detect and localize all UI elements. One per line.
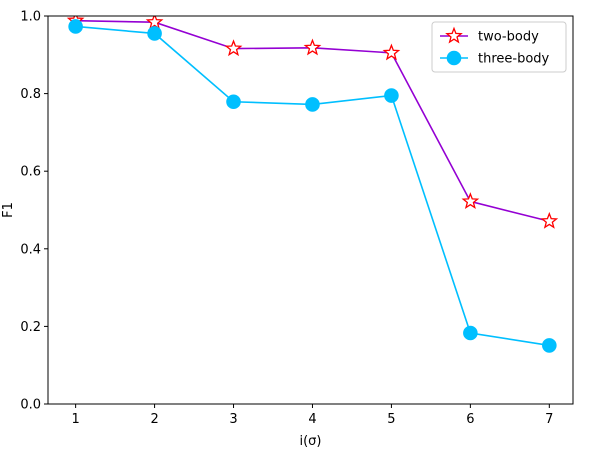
x-tick-label: 3 [229, 412, 237, 427]
data-point-star [461, 192, 480, 210]
y-tick-label: 0.4 [20, 242, 41, 257]
data-point-circle [542, 338, 557, 353]
series-three-body [68, 19, 557, 353]
x-axis-title: i(σ) [300, 434, 322, 449]
y-tick-label: 0.6 [20, 165, 41, 180]
legend-label-two-body: two-body [478, 30, 539, 45]
legend-label-three-body: three-body [478, 52, 550, 67]
data-point-star [224, 39, 243, 57]
legend: two-body three-body [431, 21, 567, 73]
data-point-star [145, 16, 164, 30]
legend-entry-two-body: two-body [440, 26, 539, 45]
y-tick-label: 0.2 [20, 320, 41, 335]
axes-frame [47, 15, 574, 405]
data-point-circle [68, 19, 83, 34]
series-two-body [66, 16, 559, 229]
legend-circle-marker [446, 50, 462, 66]
data-point-circle [384, 88, 399, 103]
data-point-circle [305, 97, 320, 112]
data-point-star [382, 43, 401, 61]
data-point-circle [463, 325, 478, 341]
x-tick-label: 5 [387, 412, 395, 427]
legend-entry-three-body: three-body [440, 50, 550, 67]
legend-star-marker [445, 26, 463, 44]
x-tick-label: 1 [71, 412, 79, 427]
series-layer [66, 16, 559, 353]
x-tick-label: 4 [308, 412, 316, 427]
x-tick-label: 7 [545, 412, 553, 427]
y-tick-label: 0.0 [20, 398, 41, 413]
series-line-three-body [75, 25, 550, 347]
data-point-circle [147, 26, 162, 41]
data-point-circle [226, 94, 241, 110]
data-point-star [540, 211, 559, 229]
data-point-star [303, 38, 322, 56]
y-tick-label: 0.8 [20, 87, 41, 102]
legend-box [431, 21, 567, 73]
x-axis-ticks: 1 2 3 4 5 6 7 [71, 404, 553, 427]
y-tick-label: 1.0 [20, 10, 41, 25]
y-axis-title: F1 [1, 202, 16, 218]
x-tick-label: 6 [466, 412, 474, 427]
x-tick-label: 2 [150, 412, 158, 427]
y-axis-ticks: 0.0 0.2 0.4 0.6 0.8 1.0 [20, 10, 48, 413]
